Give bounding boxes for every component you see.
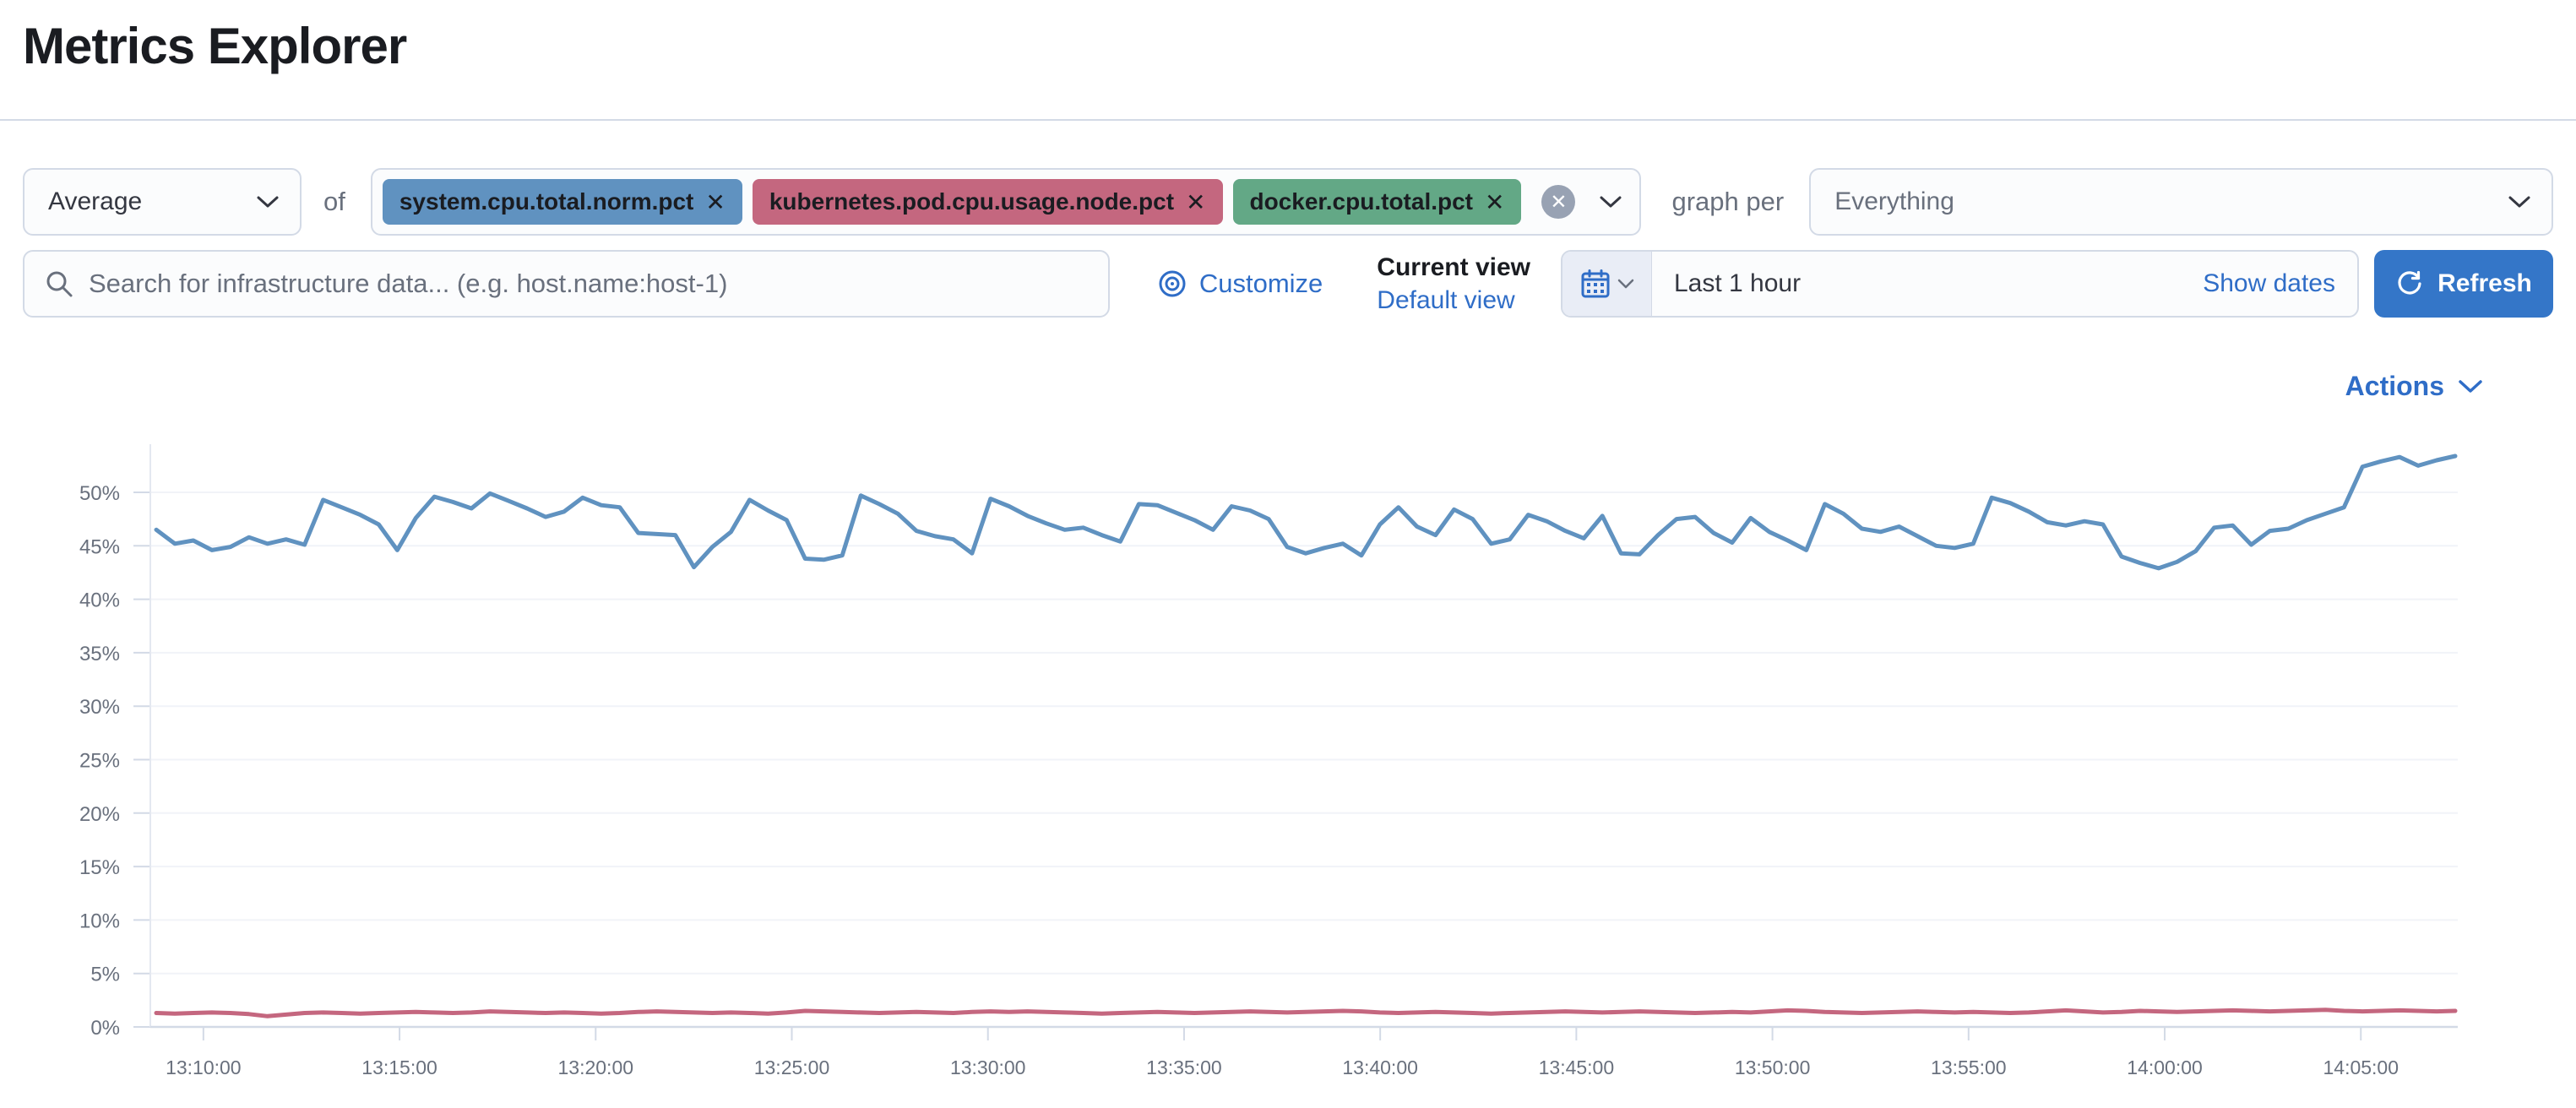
y-axis-label: 0% bbox=[90, 1017, 120, 1040]
y-axis-label: 40% bbox=[79, 589, 120, 612]
series-line-system.cpu.total.norm.pct[interactable] bbox=[154, 454, 2458, 571]
metrics-combobox[interactable]: system.cpu.total.norm.pct ✕ kubernetes.p… bbox=[370, 168, 1642, 236]
y-axis-label: 5% bbox=[90, 964, 120, 986]
customize-eye-icon bbox=[1159, 270, 1186, 297]
metrics-chart-area[interactable]: 0% 5% 10% 15% 20% 25% 30% 35% 40% 45% 50% 13:10:00 1… bbox=[0, 443, 2576, 1108]
metric-pill-system-cpu[interactable]: system.cpu.total.norm.pct ✕ bbox=[382, 179, 742, 225]
current-view-label: Current view bbox=[1377, 253, 1530, 281]
time-range-value[interactable]: Last 1 hour bbox=[1674, 269, 1802, 297]
x-axis-label: 13:50:00 bbox=[1735, 1056, 1811, 1078]
x-axis-label: 13:55:00 bbox=[1931, 1056, 2007, 1078]
graph-per-label: graph per bbox=[1671, 187, 1785, 216]
x-axis-label: 14:00:00 bbox=[2127, 1056, 2203, 1078]
of-label: of bbox=[323, 187, 345, 216]
x-axis-label: 13:25:00 bbox=[754, 1056, 830, 1078]
y-axis-label: 15% bbox=[79, 856, 120, 879]
clear-metrics-button[interactable]: ✕ bbox=[1541, 185, 1576, 219]
remove-metric-icon[interactable]: ✕ bbox=[1186, 188, 1206, 215]
y-axis-label: 25% bbox=[79, 750, 120, 773]
group-by-select[interactable]: Everything bbox=[1809, 168, 2553, 236]
search-icon bbox=[46, 271, 73, 297]
chevron-down-icon bbox=[2508, 196, 2530, 208]
refresh-icon bbox=[2398, 270, 2421, 295]
chevron-down-icon bbox=[1617, 279, 1633, 289]
refresh-label: Refresh bbox=[2437, 269, 2532, 297]
metrics-line-chart[interactable]: 0% 5% 10% 15% 20% 25% 30% 35% 40% 45% 50% 13:10:00 1… bbox=[0, 443, 2576, 1108]
search-input[interactable]: Search for infrastructure data... (e.g. … bbox=[23, 250, 1110, 318]
remove-metric-icon[interactable]: ✕ bbox=[705, 188, 726, 215]
customize-button[interactable]: Customize bbox=[1157, 269, 1323, 299]
y-axis-label: 50% bbox=[79, 482, 120, 505]
date-quick-select-button[interactable] bbox=[1562, 252, 1652, 316]
aggregation-select[interactable]: Average bbox=[23, 168, 302, 236]
y-axis-label: 35% bbox=[79, 643, 120, 665]
metric-pill-docker-cpu[interactable]: docker.cpu.total.pct ✕ bbox=[1232, 179, 1522, 225]
chevron-down-icon bbox=[257, 196, 279, 208]
search-placeholder: Search for infrastructure data... (e.g. … bbox=[89, 269, 728, 298]
search-toolbar: Search for infrastructure data... (e.g. … bbox=[0, 249, 2576, 318]
x-axis-label: 13:15:00 bbox=[361, 1056, 437, 1078]
group-by-value: Everything bbox=[1834, 187, 1954, 215]
y-axis-label: 30% bbox=[79, 696, 120, 719]
actions-menu-button[interactable]: Actions bbox=[2345, 371, 2483, 402]
y-axis-label: 20% bbox=[79, 803, 120, 826]
x-axis-label: 13:20:00 bbox=[558, 1056, 634, 1078]
x-axis-label: 13:30:00 bbox=[950, 1056, 1026, 1078]
x-axis-label: 13:40:00 bbox=[1342, 1056, 1418, 1078]
remove-metric-icon[interactable]: ✕ bbox=[1485, 188, 1505, 215]
y-axis-label: 10% bbox=[79, 910, 120, 932]
show-dates-link[interactable]: Show dates bbox=[2203, 269, 2335, 297]
y-axis-label: 45% bbox=[79, 535, 120, 558]
series-line-kubernetes.pod.cpu.usage.node.pct[interactable] bbox=[154, 1008, 2458, 1018]
metric-pill-label: kubernetes.pod.cpu.usage.node.pct bbox=[769, 188, 1175, 215]
clear-icon: ✕ bbox=[1550, 190, 1568, 214]
metric-pill-label: system.cpu.total.norm.pct bbox=[399, 188, 694, 215]
chart-actions-row: Actions bbox=[0, 371, 2576, 402]
page-title: Metrics Explorer bbox=[23, 18, 407, 74]
x-axis-label: 13:45:00 bbox=[1539, 1056, 1615, 1078]
x-axis-label: 13:35:00 bbox=[1146, 1056, 1222, 1078]
saved-view-block: Current view Default view bbox=[1377, 251, 1530, 317]
x-axis-label: 14:05:00 bbox=[2323, 1056, 2399, 1078]
calendar-icon bbox=[1581, 269, 1609, 298]
chevron-down-icon bbox=[2459, 379, 2482, 393]
metric-pill-label: docker.cpu.total.pct bbox=[1249, 188, 1474, 215]
metric-pill-kubernetes-pod-cpu[interactable]: kubernetes.pod.cpu.usage.node.pct ✕ bbox=[752, 179, 1223, 225]
actions-label: Actions bbox=[2345, 371, 2444, 401]
x-axis-label: 13:10:00 bbox=[166, 1056, 242, 1078]
date-picker: Last 1 hour Show dates bbox=[1561, 250, 2359, 318]
header-divider bbox=[0, 119, 2576, 121]
view-name-link[interactable]: Default view bbox=[1377, 286, 1515, 314]
aggregation-toolbar: Average of system.cpu.total.norm.pct ✕ k… bbox=[0, 168, 2576, 236]
customize-label: Customize bbox=[1198, 269, 1323, 298]
refresh-button[interactable]: Refresh bbox=[2374, 250, 2553, 318]
aggregation-value: Average bbox=[48, 187, 143, 215]
chevron-down-icon[interactable] bbox=[1599, 194, 1622, 209]
